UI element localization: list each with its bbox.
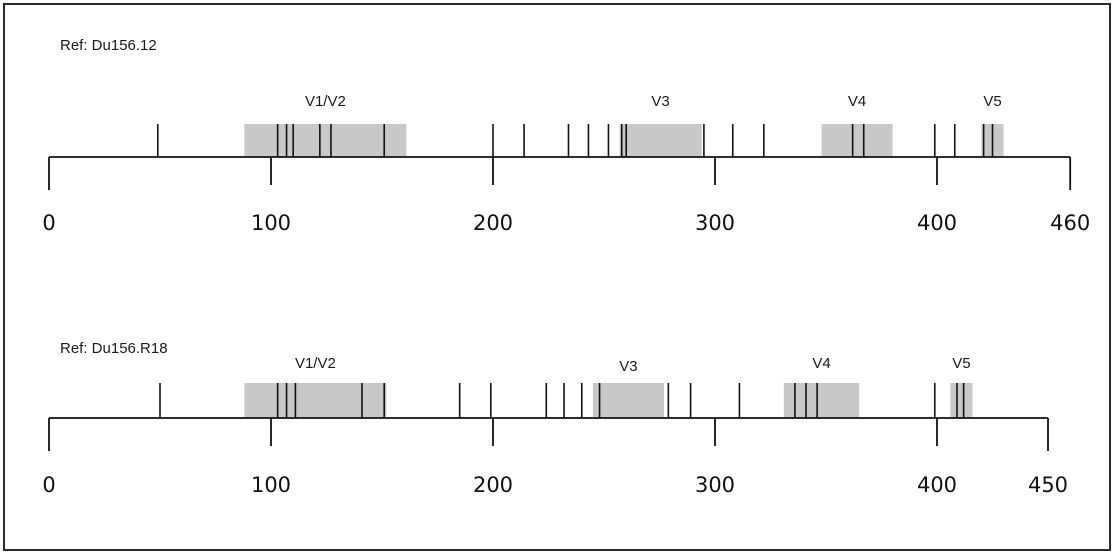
region-label: V3 <box>651 93 669 110</box>
scale-tick-label: 200 <box>473 473 513 497</box>
scale-tick-label: 100 <box>251 473 291 497</box>
scale-tick-label: 200 <box>473 211 513 235</box>
region-label: V1/V2 <box>295 355 336 372</box>
region-box-v1-v2 <box>244 383 387 418</box>
scale-tick-label: 400 <box>917 473 957 497</box>
track-du156-12: Ref: Du156.12 V1/V2 V3 V4 V5 0 100 200 300 400 46… <box>42 37 1090 235</box>
region-label: V5 <box>983 93 1001 110</box>
region-box-v1-v2 <box>244 124 407 157</box>
scale-tick-label: 100 <box>251 211 291 235</box>
scale-tick-label: 0 <box>42 473 55 497</box>
region-label: V4 <box>812 355 830 372</box>
region-label: V5 <box>952 355 970 372</box>
scale-tick-label: 450 <box>1028 473 1068 497</box>
scale-tick-label: 0 <box>42 211 55 235</box>
region-box-v4 <box>821 124 893 157</box>
scale-tick-label: 300 <box>695 473 735 497</box>
track-ref-label: Ref: Du156.R18 <box>60 340 168 357</box>
track-du156-r18: Ref: Du156.R18 V1/V2 V3 V4 V5 0 100 200 300 400 4… <box>42 340 1068 497</box>
region-label: V1/V2 <box>305 93 346 110</box>
scale-tick-label: 460 <box>1050 211 1090 235</box>
region-box-v3 <box>592 383 664 418</box>
figure-frame <box>3 3 1111 551</box>
region-box-v3 <box>619 124 702 157</box>
region-label: V3 <box>619 358 637 375</box>
scale-tick-label: 400 <box>917 211 957 235</box>
region-box-v5 <box>950 383 973 418</box>
region-label: V4 <box>848 93 866 110</box>
track-ref-label: Ref: Du156.12 <box>60 37 157 54</box>
region-box-v4 <box>783 383 860 418</box>
scale-tick-label: 300 <box>695 211 735 235</box>
